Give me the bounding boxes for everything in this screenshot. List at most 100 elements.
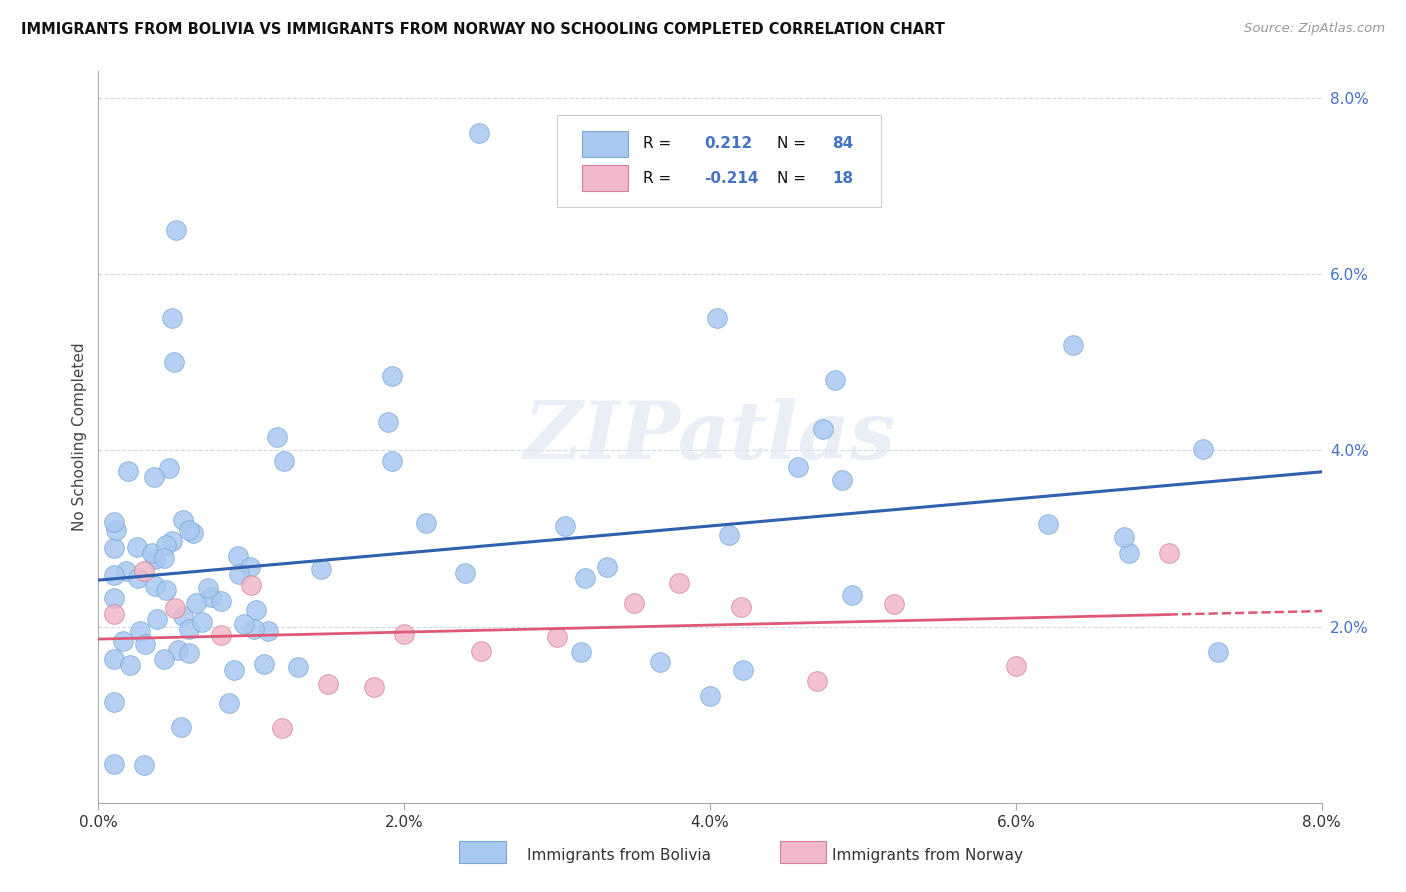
Point bbox=[172, 513, 194, 527]
Point bbox=[1208, 645, 1230, 659]
Point bbox=[668, 575, 690, 590]
Point bbox=[115, 564, 138, 578]
Point bbox=[377, 415, 399, 429]
Text: -0.214: -0.214 bbox=[704, 170, 758, 186]
Point bbox=[200, 590, 222, 604]
Point bbox=[120, 657, 142, 672]
Point bbox=[813, 422, 835, 436]
Point bbox=[240, 578, 263, 592]
Point bbox=[163, 600, 186, 615]
Point bbox=[166, 643, 188, 657]
Point bbox=[103, 515, 125, 529]
Point bbox=[266, 430, 288, 444]
Point bbox=[270, 722, 294, 736]
Point bbox=[706, 311, 728, 326]
Point bbox=[824, 373, 846, 387]
Text: R =: R = bbox=[643, 136, 671, 152]
Point bbox=[177, 523, 200, 537]
Point bbox=[184, 596, 207, 610]
Text: Immigrants from Norway: Immigrants from Norway bbox=[832, 848, 1024, 863]
Point bbox=[574, 571, 596, 585]
Text: 0.212: 0.212 bbox=[704, 136, 752, 152]
Point bbox=[468, 126, 491, 140]
FancyBboxPatch shape bbox=[582, 130, 628, 157]
Point bbox=[233, 617, 256, 632]
Point bbox=[883, 597, 905, 611]
Point bbox=[806, 673, 828, 688]
Point bbox=[786, 459, 808, 474]
Point bbox=[177, 622, 200, 636]
Y-axis label: No Schooling Completed: No Schooling Completed bbox=[72, 343, 87, 532]
Point bbox=[197, 582, 219, 596]
Point bbox=[381, 454, 404, 468]
FancyBboxPatch shape bbox=[582, 165, 628, 191]
Point bbox=[160, 311, 183, 326]
Point bbox=[717, 528, 740, 542]
Point bbox=[733, 663, 755, 677]
Point bbox=[841, 588, 863, 602]
Point bbox=[145, 552, 167, 566]
Point bbox=[132, 758, 155, 772]
Point bbox=[470, 644, 492, 658]
Point bbox=[103, 568, 125, 582]
Point bbox=[1118, 546, 1140, 560]
Point bbox=[153, 551, 176, 566]
FancyBboxPatch shape bbox=[780, 841, 827, 863]
Point bbox=[141, 546, 163, 560]
Point bbox=[1036, 516, 1059, 531]
Point bbox=[316, 677, 339, 691]
Point bbox=[243, 622, 266, 636]
Point bbox=[239, 559, 262, 574]
Point bbox=[309, 562, 332, 576]
Point bbox=[381, 368, 404, 383]
Point bbox=[125, 540, 148, 554]
Point bbox=[222, 663, 245, 677]
Point bbox=[157, 461, 180, 475]
Point bbox=[104, 524, 127, 538]
Text: N =: N = bbox=[778, 136, 806, 152]
Point bbox=[179, 646, 201, 660]
Point bbox=[569, 645, 592, 659]
Point bbox=[1062, 338, 1084, 352]
Point bbox=[699, 690, 721, 704]
Point bbox=[170, 720, 193, 734]
Text: IMMIGRANTS FROM BOLIVIA VS IMMIGRANTS FROM NORWAY NO SCHOOLING COMPLETED CORRELA: IMMIGRANTS FROM BOLIVIA VS IMMIGRANTS FR… bbox=[21, 22, 945, 37]
Point bbox=[152, 651, 174, 665]
Point bbox=[191, 615, 214, 630]
Point bbox=[103, 541, 125, 555]
Point bbox=[454, 566, 477, 581]
Point bbox=[730, 599, 752, 614]
Point bbox=[146, 612, 169, 626]
Text: 84: 84 bbox=[832, 136, 853, 152]
Point bbox=[257, 624, 280, 638]
FancyBboxPatch shape bbox=[557, 115, 882, 207]
Point bbox=[134, 637, 156, 651]
Point bbox=[172, 609, 194, 624]
Point bbox=[211, 594, 233, 608]
Point bbox=[103, 591, 125, 605]
Point bbox=[1004, 659, 1026, 673]
Point bbox=[143, 469, 166, 483]
Point bbox=[546, 630, 568, 644]
Point bbox=[228, 567, 250, 582]
Point bbox=[117, 464, 139, 478]
Text: ZIPatlas: ZIPatlas bbox=[524, 399, 896, 475]
Text: Source: ZipAtlas.com: Source: ZipAtlas.com bbox=[1244, 22, 1385, 36]
Point bbox=[218, 696, 240, 710]
Point bbox=[134, 564, 156, 578]
Text: R =: R = bbox=[643, 170, 671, 186]
Point bbox=[165, 223, 187, 237]
Point bbox=[162, 355, 184, 369]
Point bbox=[273, 454, 295, 468]
Point bbox=[831, 473, 853, 487]
Point bbox=[1192, 442, 1215, 456]
FancyBboxPatch shape bbox=[460, 841, 506, 863]
Point bbox=[596, 560, 619, 574]
Point bbox=[253, 657, 276, 672]
Point bbox=[287, 660, 309, 674]
Point bbox=[155, 582, 177, 597]
Point bbox=[143, 579, 166, 593]
Point bbox=[209, 628, 232, 642]
Point bbox=[623, 596, 645, 610]
Point bbox=[155, 538, 177, 552]
